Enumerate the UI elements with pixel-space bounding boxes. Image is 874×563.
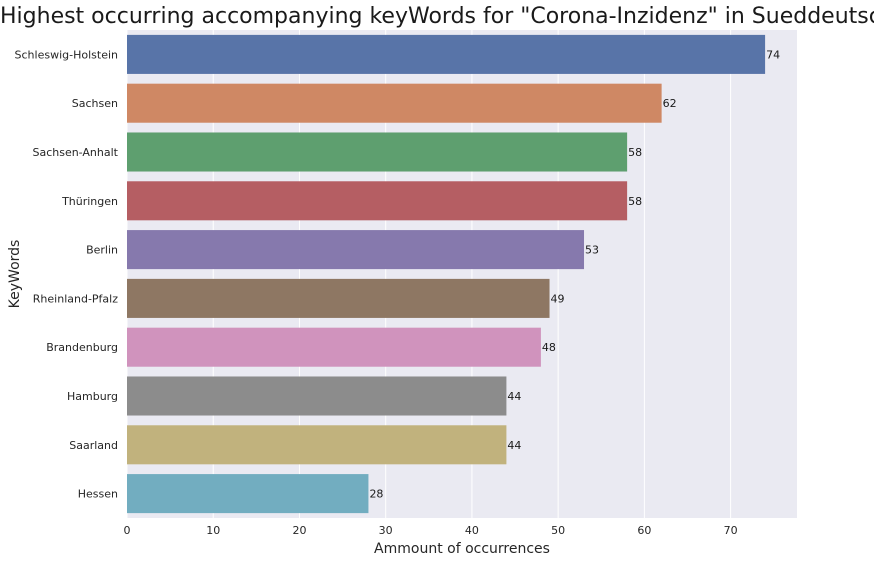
- data-label: 44: [507, 390, 521, 403]
- x-tick-label: 50: [551, 524, 565, 537]
- data-labels: 74 62 58 58 53 49 48 44 44 28: [369, 48, 780, 500]
- bar: [127, 474, 369, 514]
- y-tick-label: Sachsen-Anhalt: [32, 146, 118, 159]
- y-tick-label: Brandenburg: [46, 341, 118, 354]
- chart-title: Highest occurring accompanying keyWords …: [0, 4, 874, 29]
- bar: [127, 327, 541, 367]
- x-axis-title: Ammount of occurrences: [374, 541, 550, 557]
- y-axis-title: KeyWords: [7, 240, 23, 309]
- x-tick-label: 70: [724, 524, 738, 537]
- data-label: 48: [542, 341, 556, 354]
- y-tick-label: Rheinland-Pfalz: [33, 292, 118, 305]
- bar: [127, 230, 585, 270]
- bar: [127, 83, 662, 123]
- x-tick-label: 10: [206, 524, 220, 537]
- x-tick-label: 30: [379, 524, 393, 537]
- x-tick-label: 40: [465, 524, 479, 537]
- data-label: 58: [628, 146, 642, 159]
- x-tick-label: 60: [637, 524, 651, 537]
- data-label: 62: [663, 97, 677, 110]
- data-label: 28: [369, 488, 383, 501]
- y-tick-labels: Schleswig-Holstein Sachsen Sachsen-Anhalt T…: [15, 48, 119, 500]
- y-tick-label: Hessen: [78, 488, 118, 501]
- bar: [127, 278, 550, 318]
- bar: [127, 425, 507, 465]
- bar: [127, 34, 766, 74]
- y-tick-label: Schleswig-Holstein: [15, 48, 118, 61]
- bar: [127, 181, 628, 221]
- y-tick-label: Saarland: [69, 439, 118, 452]
- data-label: 44: [507, 439, 521, 452]
- bar: [127, 376, 507, 416]
- x-tick-label: 20: [292, 524, 306, 537]
- data-label: 58: [628, 195, 642, 208]
- bars: [127, 34, 766, 514]
- x-tick-labels: 0 10 20 30 40 50 60 70: [124, 524, 738, 537]
- data-label: 53: [585, 244, 599, 257]
- data-label: 49: [551, 292, 565, 305]
- bar: [127, 132, 628, 172]
- y-tick-label: Berlin: [86, 244, 118, 257]
- data-label: 74: [766, 48, 780, 61]
- x-tick-label: 0: [124, 524, 131, 537]
- y-tick-label: Hamburg: [67, 390, 118, 403]
- y-tick-label: Sachsen: [72, 97, 118, 110]
- y-tick-label: Thüringen: [61, 195, 118, 208]
